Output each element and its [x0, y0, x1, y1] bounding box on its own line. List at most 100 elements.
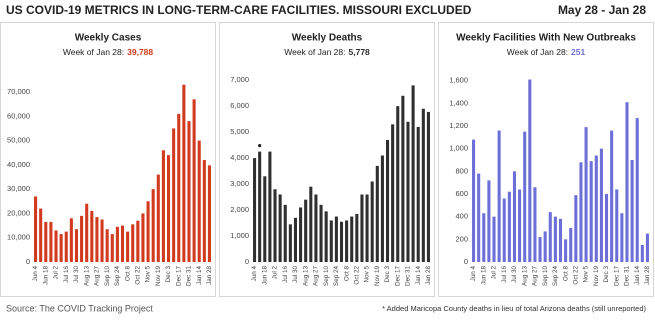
bar — [492, 216, 496, 262]
bar — [345, 220, 349, 262]
bar — [512, 171, 517, 262]
y-tick-label: 800 — [455, 166, 468, 175]
x-tick-label: Sep 24 — [114, 266, 121, 286]
x-tick-label: Sep 24 — [552, 266, 559, 286]
panel — [219, 22, 435, 297]
bar — [39, 208, 43, 262]
y-tick-label: 1,400 — [449, 98, 468, 107]
x-tick-label: Oct 8 — [343, 266, 350, 282]
x-tick-label: Jul 30 — [292, 266, 299, 283]
bar — [177, 113, 181, 262]
chart-title: Weekly Facilities With New Outbreaks — [456, 33, 636, 44]
y-tick-label: 2,000 — [230, 205, 249, 214]
bar — [477, 173, 481, 262]
y-tick-label: 400 — [455, 212, 468, 221]
x-tick-label: Jul 16 — [501, 266, 508, 283]
bar — [538, 237, 542, 262]
x-tick-label: Sep 10 — [323, 266, 330, 286]
bar — [360, 194, 364, 262]
x-tick-label: Jun 18 — [42, 266, 49, 285]
bar — [299, 207, 303, 262]
bar — [136, 220, 140, 262]
bar — [44, 221, 48, 262]
x-tick-label: Dec 3 — [603, 266, 610, 283]
bar — [472, 139, 476, 262]
bar — [640, 245, 644, 262]
subtitle-text: Week of Jan 28: — [507, 47, 568, 57]
footnote: * Added Maricopa County deaths in lieu o… — [382, 304, 646, 313]
x-tick-label: Jul 16 — [63, 266, 70, 283]
x-tick-label: Jun 18 — [261, 266, 268, 285]
bar — [151, 189, 155, 262]
bar — [182, 84, 186, 262]
footnote-marker — [258, 144, 262, 148]
date-range: May 28 - Jan 28 — [558, 3, 646, 17]
y-tick-label: 200 — [455, 234, 468, 243]
bar — [594, 155, 598, 262]
y-tick-label: 40,000 — [7, 160, 30, 169]
x-tick-label: Oct 8 — [124, 266, 131, 282]
bar — [401, 95, 405, 263]
y-tick-label: 50,000 — [7, 136, 30, 145]
y-tick-label: 3,000 — [230, 179, 249, 188]
bar — [207, 165, 211, 262]
y-tick-label: 0 — [464, 257, 468, 266]
x-tick-label: Oct 8 — [562, 266, 569, 282]
x-tick-label: Oct 22 — [354, 266, 361, 285]
bar — [507, 191, 511, 262]
x-tick-label: Dec 17 — [613, 266, 620, 286]
x-tick-label: Dec 17 — [175, 266, 182, 286]
chart-subtitle: Week of Jan 28: 5,778 — [284, 47, 370, 57]
bar — [309, 186, 313, 262]
bar — [579, 162, 583, 262]
x-tick-label: Jan 14 — [415, 266, 422, 285]
bar — [528, 79, 532, 263]
bar — [100, 219, 104, 262]
x-tick-label: Nov 5 — [364, 266, 371, 283]
subtitle-text: Week of Jan 28: — [284, 47, 345, 57]
bar — [610, 130, 614, 262]
x-tick-label: Jan 14 — [634, 266, 641, 285]
bar — [90, 211, 94, 262]
bar — [615, 189, 619, 262]
bar — [156, 174, 160, 262]
y-tick-label: 7,000 — [230, 75, 249, 84]
x-tick-label: Sep 10 — [104, 266, 111, 286]
bar — [126, 231, 130, 262]
bar — [365, 194, 369, 262]
bar — [324, 211, 328, 262]
bar — [599, 148, 603, 262]
bar — [533, 187, 537, 262]
x-tick-label: Jul 2 — [272, 266, 279, 280]
bar — [146, 201, 150, 262]
x-tick-label: Nov 5 — [145, 266, 152, 283]
bar — [278, 194, 282, 262]
bar — [273, 189, 277, 262]
bar — [350, 216, 354, 262]
bar — [80, 215, 84, 262]
bar — [59, 234, 63, 262]
x-tick-label: Aug 27 — [532, 266, 539, 286]
page-title: US COVID-19 METRICS IN LONG-TERM-CARE FA… — [6, 3, 472, 17]
y-tick-label: 5,000 — [230, 127, 249, 136]
x-tick-label: Dec 3 — [165, 266, 172, 283]
bar — [635, 118, 639, 262]
y-tick-label: 10,000 — [7, 233, 30, 242]
bar — [192, 99, 196, 263]
bar — [54, 230, 58, 262]
x-tick-label: Nov 19 — [593, 266, 600, 286]
bar — [268, 151, 272, 262]
bar — [406, 121, 410, 262]
x-tick-label: Jan 28 — [425, 266, 432, 285]
x-tick-label: Aug 13 — [83, 266, 90, 286]
bar — [166, 155, 171, 262]
bar — [548, 212, 552, 262]
bar — [370, 181, 374, 262]
bar — [141, 213, 145, 262]
y-tick-label: 20,000 — [7, 208, 30, 217]
y-tick-label: 0 — [26, 257, 30, 266]
bar — [202, 160, 206, 262]
y-tick-label: 1,200 — [449, 121, 468, 130]
y-tick-label: 6,000 — [230, 101, 249, 110]
bar — [253, 158, 257, 262]
